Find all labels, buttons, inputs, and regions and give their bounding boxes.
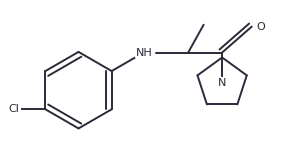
Text: N: N [218,78,226,88]
Text: Cl: Cl [8,104,19,114]
Text: NH: NH [135,48,152,57]
Text: O: O [256,22,265,32]
